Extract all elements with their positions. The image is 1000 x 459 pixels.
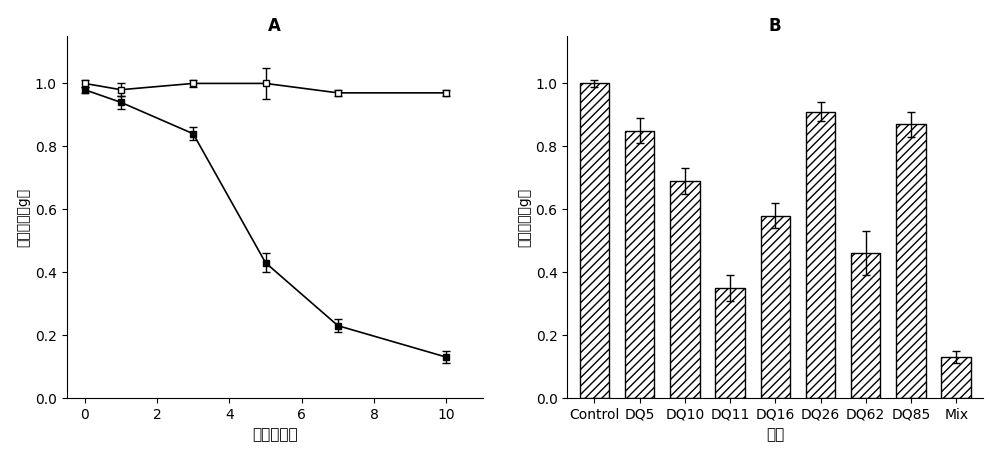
Bar (625, 131, 654, 398)
Y-axis label: 残留原油（g）: 残留原油（g） (517, 188, 531, 246)
Title: B: B (769, 17, 782, 35)
Bar (896, 124, 926, 398)
Bar (580, 84, 609, 398)
Bar (806, 112, 835, 398)
Bar (715, 288, 745, 398)
X-axis label: 时间（天）: 时间（天） (252, 427, 297, 442)
Bar (670, 181, 700, 398)
Bar (941, 357, 971, 398)
Bar (851, 253, 880, 398)
Y-axis label: 残留原油（g）: 残留原油（g） (17, 188, 31, 246)
Title: A: A (268, 17, 281, 35)
X-axis label: 菌株: 菌株 (766, 427, 784, 442)
Bar (761, 216, 790, 398)
